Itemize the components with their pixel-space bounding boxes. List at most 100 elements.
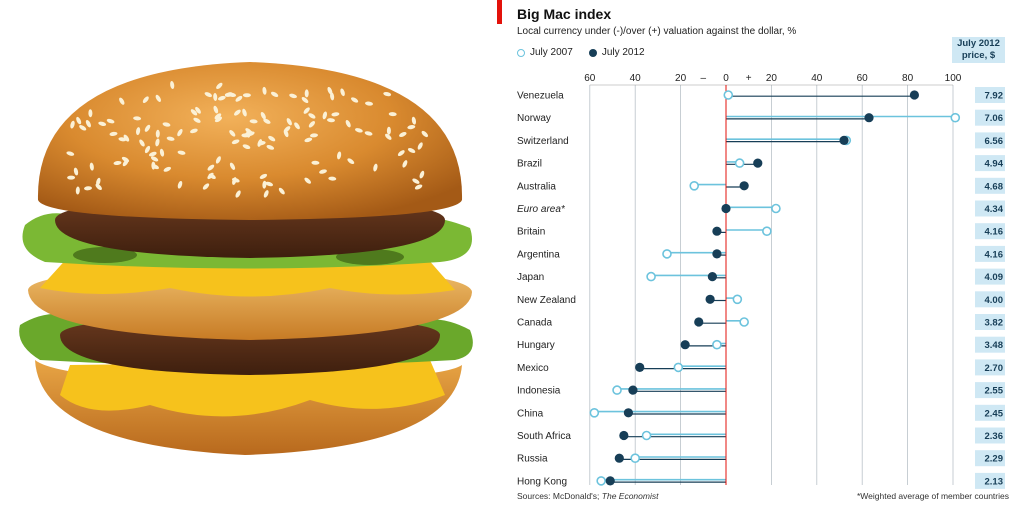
sesame-seed	[242, 93, 251, 98]
point-2012	[694, 317, 704, 327]
country-label: Canada	[517, 318, 552, 329]
country-label: New Zealand	[517, 295, 576, 306]
point-2012	[839, 135, 849, 145]
sesame-seed	[195, 106, 201, 114]
point-2007	[734, 158, 745, 168]
sesame-seed	[301, 97, 309, 103]
sesame-seed	[144, 145, 151, 154]
sesame-seed	[213, 105, 219, 114]
sesame-seed	[229, 162, 236, 170]
sesame-seed	[231, 139, 240, 145]
price-box	[975, 404, 1005, 421]
sesame-seed	[123, 134, 130, 142]
sesame-seed	[88, 109, 93, 118]
sesame-seed	[242, 144, 251, 150]
sesame-seed	[303, 107, 310, 114]
sesame-seed	[148, 151, 157, 157]
price-label: 2.70	[985, 363, 1004, 374]
sesame-seed	[121, 156, 130, 163]
sesame-seed	[386, 126, 391, 135]
sesame-seed	[365, 101, 373, 106]
sesame-seed	[235, 95, 243, 102]
sesame-seed	[151, 161, 156, 170]
price-label: 4.34	[985, 204, 1004, 215]
big-mac-photo	[0, 0, 500, 515]
sesame-seed	[155, 129, 160, 138]
sesame-seed	[249, 119, 258, 124]
sesame-seed	[150, 156, 159, 162]
sesame-seed	[190, 128, 198, 134]
price-label: 4.09	[985, 272, 1004, 283]
tick-label: 20	[766, 73, 778, 84]
price-label: 4.94	[985, 159, 1004, 170]
point-2007	[612, 385, 622, 395]
sesame-seed	[257, 141, 266, 146]
big-mac-index-chart: Big Mac index Local currency under (-)/o…	[497, 0, 1024, 515]
sesame-seed	[177, 129, 183, 137]
source-label: Sources: McDonald's;	[517, 491, 600, 501]
price-box	[975, 427, 1005, 444]
point-2007	[739, 317, 749, 327]
legend-item-2007: July 2007	[517, 47, 573, 58]
sesame-seed	[337, 151, 342, 160]
sesame-seed	[270, 91, 279, 98]
sesame-seed	[133, 116, 142, 121]
legend-marker-filled	[588, 48, 597, 57]
sesame-seed	[289, 93, 297, 99]
sesame-seed	[412, 178, 420, 184]
country-label: Japan	[517, 272, 544, 283]
country-label: Brazil	[517, 159, 542, 170]
price-label: 4.00	[985, 295, 1004, 306]
sesame-seed	[142, 96, 149, 104]
sesame-seed	[235, 190, 241, 198]
point-2012	[721, 203, 731, 214]
pickle	[336, 249, 404, 265]
price-box	[975, 87, 1005, 103]
sesame-seed	[388, 112, 397, 117]
sesame-seed	[331, 112, 340, 117]
sesame-seed	[266, 145, 275, 150]
price-label: 2.45	[985, 408, 1004, 419]
sesame-seed	[234, 109, 241, 116]
sesame-seed	[166, 136, 175, 141]
price-box	[975, 223, 1005, 240]
point-2007	[662, 249, 672, 259]
price-box	[975, 177, 1005, 194]
country-label: Australia	[517, 181, 556, 192]
sesame-seed	[214, 116, 223, 123]
point-2012	[614, 453, 624, 463]
chart-subtitle: Local currency under (-)/over (+) valuat…	[517, 26, 797, 37]
sesame-seed	[67, 175, 76, 180]
price-box	[975, 268, 1005, 285]
point-2012	[707, 272, 717, 282]
sesame-seeds	[66, 81, 429, 198]
sesame-seed	[345, 120, 351, 128]
point-2007	[723, 90, 734, 100]
price-label: 7.92	[985, 91, 1004, 102]
point-2007	[641, 430, 652, 441]
chart-source: Sources: McDonald's; The Economist	[517, 491, 658, 501]
country-label: South Africa	[517, 431, 571, 442]
price-label: 6.56	[985, 136, 1004, 147]
point-2007	[712, 339, 722, 350]
chart-footnote: *Weighted average of member countries	[857, 491, 1009, 501]
price-box	[975, 359, 1005, 376]
price-label: 4.68	[985, 181, 1004, 192]
sesame-seed	[75, 186, 80, 195]
sesame-seed	[70, 120, 75, 129]
sesame-seed	[411, 116, 417, 125]
sesame-seed	[286, 118, 292, 126]
point-2007	[630, 453, 640, 464]
sesame-seed	[322, 111, 327, 120]
point-2007	[732, 294, 743, 305]
sesame-seed	[304, 89, 309, 98]
price-label: 2.13	[985, 476, 1004, 487]
country-label: Euro area*	[517, 204, 566, 215]
chart-title: Big Mac index	[517, 6, 612, 22]
sesame-seed	[407, 125, 416, 130]
sesame-seed	[119, 97, 125, 105]
source-publication: The Economist	[601, 491, 659, 501]
sesame-seed	[106, 118, 115, 124]
sesame-seed	[163, 166, 172, 172]
country-label: Switzerland	[517, 136, 569, 147]
